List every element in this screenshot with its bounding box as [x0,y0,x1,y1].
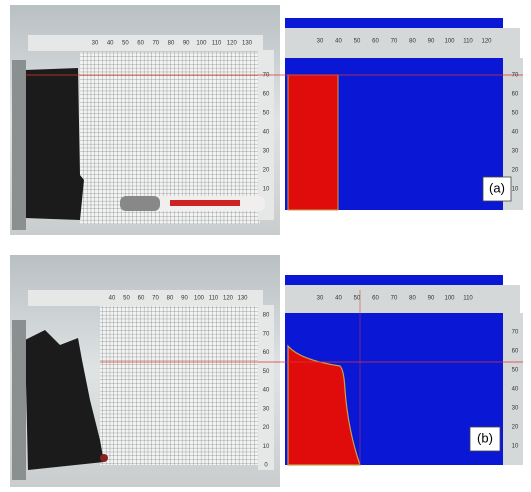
ruler-label: 70 [263,331,270,337]
ruler-label: 60 [263,350,270,356]
ruler-label: 10 [512,444,519,450]
photo-b [10,255,280,487]
ruler-label: 40 [263,388,270,394]
ruler-label: 40 [512,387,519,393]
ruler-label: 20 [263,168,270,174]
ruler-label: 120 [223,296,234,302]
ruler-label: 30 [317,296,324,302]
ruler-label: 30 [317,39,324,45]
ruler-label: 80 [167,296,174,302]
ruler-label: 90 [183,41,190,47]
ruler-label: 10 [263,187,270,193]
ruler-label: 110 [209,296,219,302]
ruler-label: 80 [409,296,416,302]
ruler-label: 80 [263,313,270,319]
ruler-label: 20 [512,425,519,431]
ruler-label: 40 [335,296,342,302]
ruler-label: 130 [242,41,253,47]
ruler-label: 70 [152,41,159,47]
ruler-label: 70 [263,73,270,79]
ruler-label: 70 [512,330,519,336]
photo-a [10,5,280,235]
ruler-label: 20 [263,425,270,431]
ruler-label: 120 [227,41,238,47]
ruler-label: 50 [512,368,519,374]
ruler-label: 30 [263,149,270,155]
ruler-label: 90 [428,39,435,45]
ruler-label: 50 [354,39,361,45]
ruler-label: 40 [109,296,116,302]
ruler-label: 100 [444,39,455,45]
ruler-label: 30 [92,41,99,47]
ruler-label: 70 [152,296,159,302]
ruler-label: 70 [391,296,398,302]
ruler-label: 100 [194,296,205,302]
ruler-label: 10 [512,187,519,193]
ruler-label: 60 [372,39,379,45]
ruler-label: 50 [512,111,519,117]
panel-label: (b) [477,430,493,445]
ruler-label: 40 [512,130,519,136]
ruler-label: 20 [512,168,519,174]
ruler-label: 90 [181,296,188,302]
ruler-label: 130 [237,296,248,302]
ruler-label: 60 [138,296,145,302]
ruler-label: 40 [107,41,114,47]
ruler-label: 50 [354,296,361,302]
ruler-label: 0 [264,463,268,469]
ruler-label: 30 [512,149,519,155]
ruler-label: 60 [263,92,270,98]
simulation-a [285,18,523,211]
ruler-label: 70 [391,39,398,45]
ruler-label: 100 [196,41,207,47]
ruler-label: 80 [409,39,416,45]
ruler-label: 40 [263,130,270,136]
ruler-label: 10 [263,444,270,450]
ruler-label: 110 [463,39,473,45]
ruler-label: 50 [122,41,129,47]
ruler-label: 30 [512,406,519,412]
ruler-label: 60 [137,41,144,47]
ruler-label: 120 [481,39,492,45]
ruler-label: 50 [263,111,270,117]
ruler-label: 70 [512,73,519,79]
ruler-label: 80 [168,41,175,47]
ruler-label: 100 [444,296,455,302]
panel-label: (a) [489,180,505,195]
ruler-label: 110 [463,296,473,302]
ruler-label: 60 [512,92,519,98]
ruler-label: 50 [123,296,130,302]
ruler-label: 90 [428,296,435,302]
ruler-label: 60 [512,349,519,355]
simulation-b [285,275,523,466]
ruler-label: 40 [335,39,342,45]
ruler-label: 110 [212,41,222,47]
ruler-label: 50 [263,369,270,375]
ruler-label: 60 [372,296,379,302]
ruler-label: 30 [263,406,270,412]
